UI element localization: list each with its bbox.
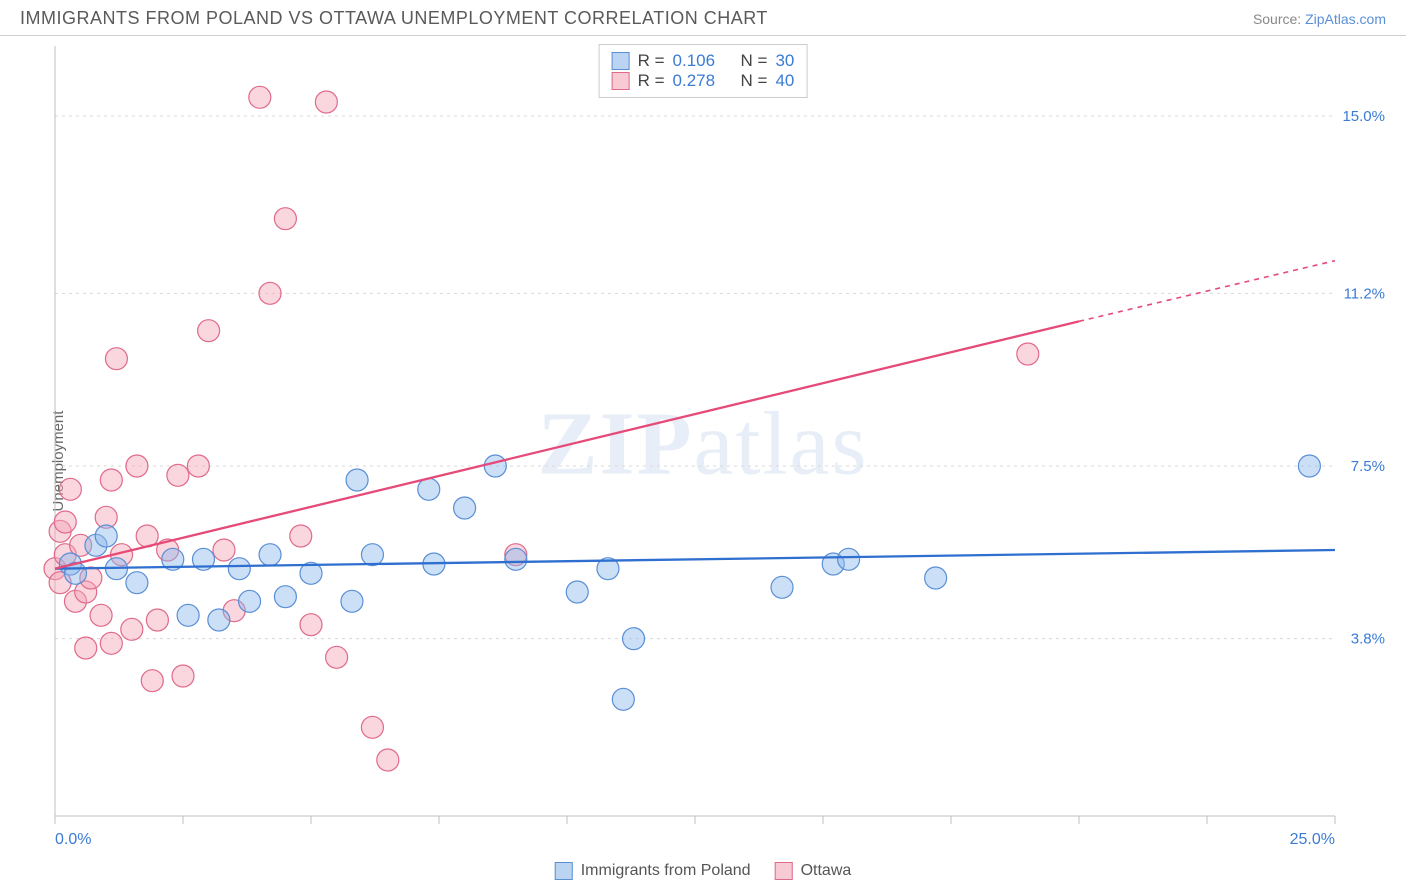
chart-title: IMMIGRANTS FROM POLAND VS OTTAWA UNEMPLO…	[20, 8, 768, 29]
legend-series: Immigrants from Poland Ottawa	[555, 862, 852, 880]
scatter-plot: 3.8% 7.5% 11.2% 15.0% 0.0% 25.0%	[0, 36, 1406, 886]
svg-text:3.8%: 3.8%	[1351, 631, 1385, 648]
svg-text:11.2%: 11.2%	[1344, 285, 1385, 302]
legend-item: Immigrants from Poland	[555, 862, 751, 880]
svg-text:7.5%: 7.5%	[1351, 458, 1385, 475]
swatch-icon	[612, 52, 630, 70]
svg-text:15.0%: 15.0%	[1342, 108, 1385, 125]
source-link[interactable]: ZipAtlas.com	[1305, 11, 1386, 27]
chart-area: Unemployment ZIPatlas R = 0.106 N = 30 R…	[0, 36, 1406, 886]
swatch-icon	[775, 862, 793, 880]
chart-source: Source: ZipAtlas.com	[1253, 11, 1386, 27]
svg-text:25.0%: 25.0%	[1290, 831, 1335, 848]
swatch-icon	[612, 72, 630, 90]
legend-row: R = 0.106 N = 30	[612, 51, 795, 71]
legend-correlation: R = 0.106 N = 30 R = 0.278 N = 40	[599, 44, 808, 98]
legend-row: R = 0.278 N = 40	[612, 71, 795, 91]
svg-text:0.0%: 0.0%	[55, 831, 91, 848]
chart-header: IMMIGRANTS FROM POLAND VS OTTAWA UNEMPLO…	[0, 0, 1406, 36]
swatch-icon	[555, 862, 573, 880]
legend-item: Ottawa	[775, 862, 852, 880]
